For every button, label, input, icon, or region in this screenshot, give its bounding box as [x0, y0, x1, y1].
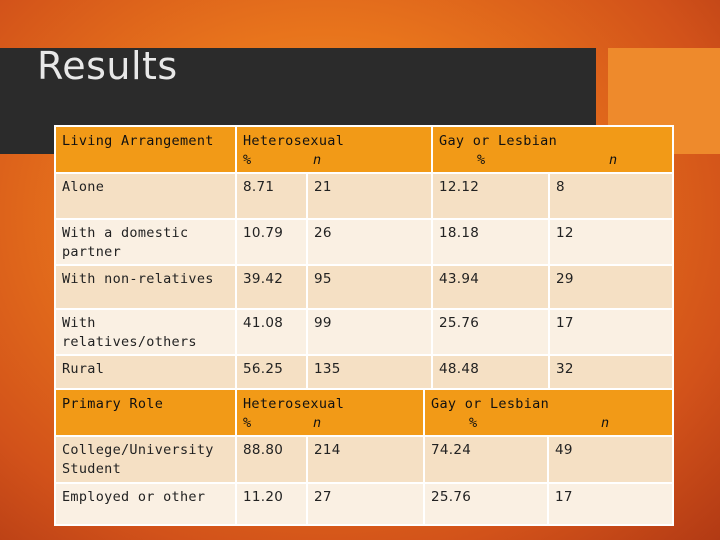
- header-heterosexual-label: Heterosexual: [243, 396, 345, 412]
- header-gl-n: n: [601, 415, 610, 431]
- row-label: Alone: [54, 172, 237, 220]
- het-n-cell: 95: [305, 264, 434, 310]
- het-n-cell: 99: [305, 308, 434, 356]
- gl-n-cell: 17: [547, 482, 675, 526]
- header-gay-lesbian-label: Gay or Lesbian: [439, 133, 558, 149]
- header-gay-lesbian-label: Gay or Lesbian: [431, 396, 550, 412]
- gl-n-cell: 49: [547, 435, 675, 484]
- header-heterosexual: Heterosexual % n: [234, 388, 426, 437]
- gl-percent-cell: 18.18: [431, 218, 551, 266]
- header-heterosexual: Heterosexual % n: [234, 125, 434, 174]
- header-het-n: n: [313, 152, 322, 168]
- row-label: With non-relatives: [54, 264, 237, 310]
- header-het-n: n: [313, 415, 322, 431]
- het-n-cell: 21: [305, 172, 434, 220]
- het-n-cell: 214: [305, 435, 426, 484]
- row-label: With a domestic partner: [54, 218, 237, 266]
- header-primary-role: Primary Role: [54, 388, 237, 437]
- table-row: Alone 8.71 21 12.12 8: [54, 172, 675, 220]
- table-header-row: Primary Role Heterosexual % n Gay or Lesb…: [54, 388, 675, 437]
- header-het-pct: %: [243, 415, 252, 431]
- het-percent-cell: 10.79: [235, 218, 308, 266]
- gl-percent-cell: 25.76: [431, 308, 551, 356]
- het-percent-cell: 11.20: [235, 482, 308, 526]
- gl-percent-cell: 74.24: [423, 435, 550, 484]
- het-n-cell: 26: [305, 218, 434, 266]
- header-gl-n: n: [609, 152, 618, 168]
- table-row: With non-relatives 39.42 95 43.94 29: [54, 264, 675, 310]
- header-gl-pct: %: [477, 152, 486, 168]
- gl-n-cell: 17: [548, 308, 675, 356]
- table-row: College/University Student 88.80 214 74.24 4…: [54, 435, 675, 484]
- header-heterosexual-label: Heterosexual: [243, 133, 345, 149]
- living-arrangement-table: Living Arrangement Heterosexual % n Gay o…: [54, 125, 675, 400]
- table-row: With a domestic partner 10.79 26 18.18 12: [54, 218, 675, 266]
- header-gl-pct: %: [469, 415, 478, 431]
- gl-n-cell: 8: [548, 172, 675, 220]
- header-het-pct: %: [243, 152, 252, 168]
- gl-percent-cell: 25.76: [423, 482, 550, 526]
- table-row: Employed or other 11.20 27 25.76 17: [54, 482, 675, 526]
- gl-n-cell: 29: [548, 264, 675, 310]
- gl-percent-cell: 43.94: [431, 264, 551, 310]
- slide-title: Results: [37, 44, 178, 88]
- het-percent-cell: 39.42: [235, 264, 308, 310]
- row-label: With relatives/others: [54, 308, 237, 356]
- het-n-cell: 27: [305, 482, 426, 526]
- table-row: With relatives/others 41.08 99 25.76 17: [54, 308, 675, 356]
- het-percent-cell: 88.80: [235, 435, 308, 484]
- header-living-arrangement: Living Arrangement: [54, 125, 237, 174]
- het-percent-cell: 8.71: [235, 172, 308, 220]
- row-label: College/University Student: [54, 435, 237, 484]
- het-percent-cell: 41.08: [235, 308, 308, 356]
- row-label: Employed or other: [54, 482, 237, 526]
- gl-percent-cell: 12.12: [431, 172, 551, 220]
- header-gay-lesbian: Gay or Lesbian % n: [423, 388, 675, 437]
- header-gay-lesbian: Gay or Lesbian % n: [431, 125, 675, 174]
- primary-role-table: Primary Role Heterosexual % n Gay or Lesb…: [54, 388, 675, 526]
- table-header-row: Living Arrangement Heterosexual % n Gay o…: [54, 125, 675, 174]
- gl-n-cell: 12: [548, 218, 675, 266]
